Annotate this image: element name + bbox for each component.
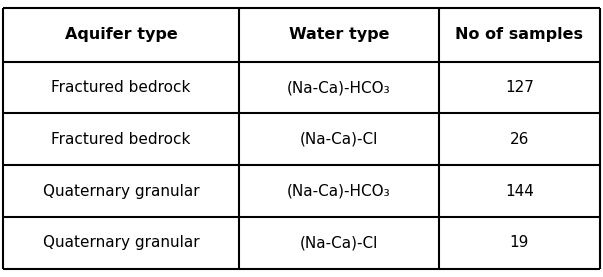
Text: 26: 26 xyxy=(510,132,529,147)
Text: (Na-Ca)-HCO₃: (Na-Ca)-HCO₃ xyxy=(287,184,391,199)
Text: 127: 127 xyxy=(505,80,534,95)
Text: (Na-Ca)-Cl: (Na-Ca)-Cl xyxy=(300,235,378,250)
Text: Aquifer type: Aquifer type xyxy=(65,27,177,42)
Text: Fractured bedrock: Fractured bedrock xyxy=(51,132,191,147)
Text: 144: 144 xyxy=(505,184,534,199)
Text: Quaternary granular: Quaternary granular xyxy=(43,184,199,199)
Text: Water type: Water type xyxy=(289,27,389,42)
Text: 19: 19 xyxy=(510,235,529,250)
Text: Fractured bedrock: Fractured bedrock xyxy=(51,80,191,95)
Text: Quaternary granular: Quaternary granular xyxy=(43,235,199,250)
Text: (Na-Ca)-HCO₃: (Na-Ca)-HCO₃ xyxy=(287,80,391,95)
Text: (Na-Ca)-Cl: (Na-Ca)-Cl xyxy=(300,132,378,147)
Text: No of samples: No of samples xyxy=(455,27,583,42)
